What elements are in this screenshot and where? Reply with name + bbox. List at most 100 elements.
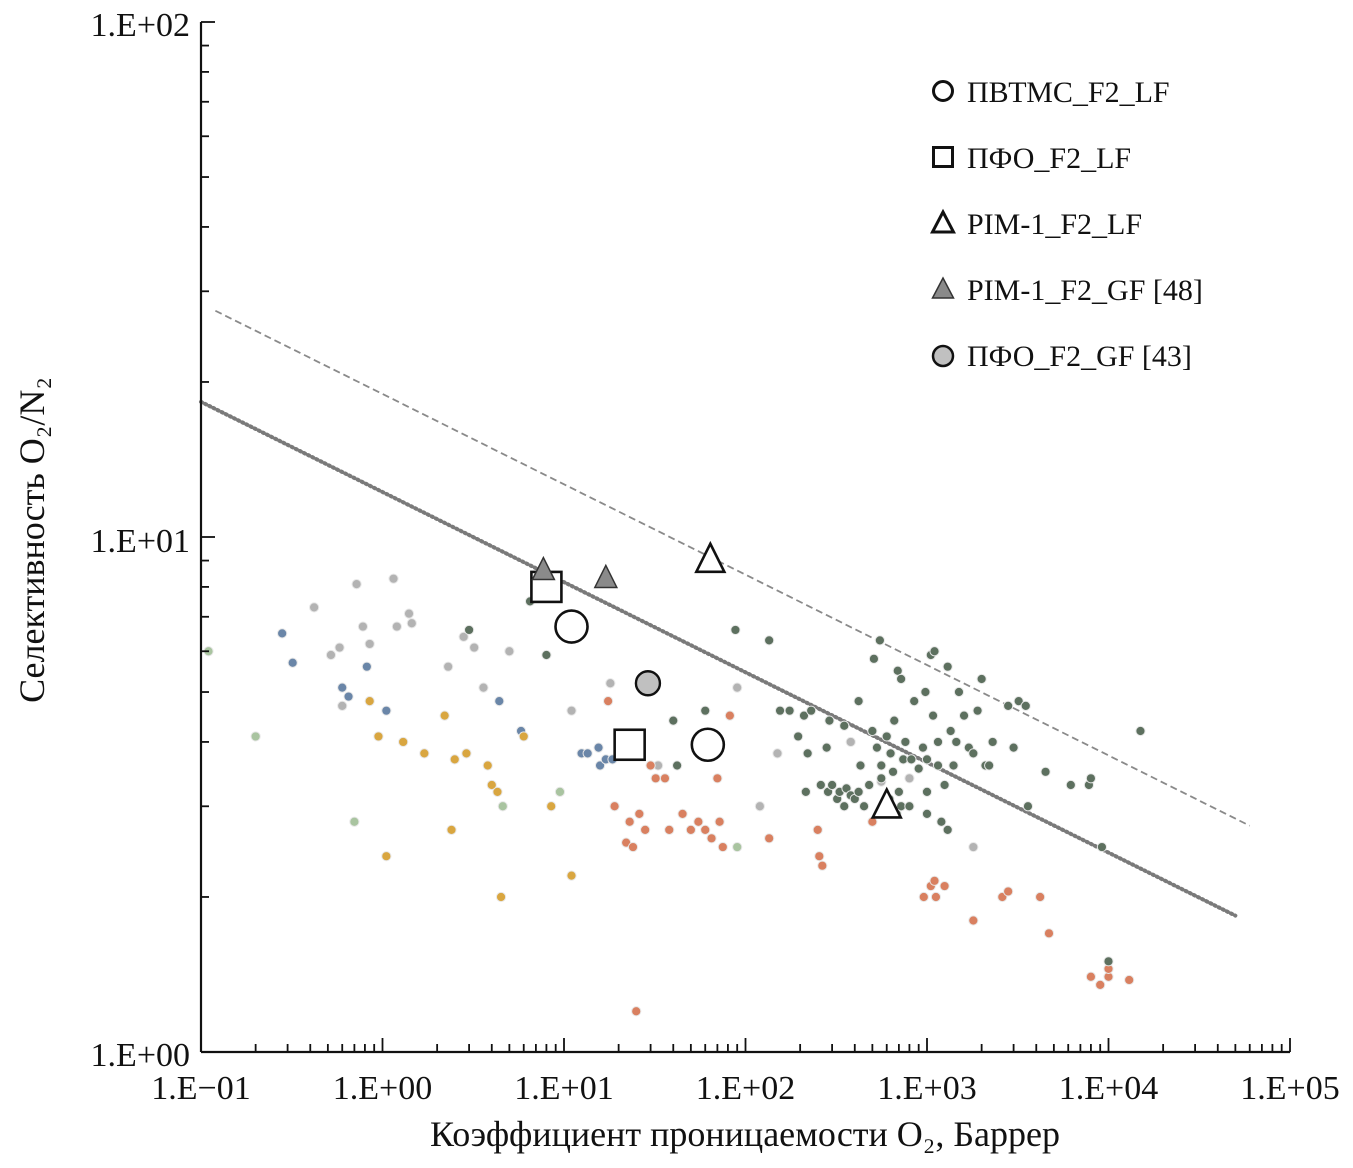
data-point-grey xyxy=(403,608,415,619)
data-point-orange-red xyxy=(700,824,711,835)
data-point-orange-red xyxy=(627,841,639,853)
data-point-dark-green xyxy=(541,649,552,661)
data-point-dark-green xyxy=(893,786,904,797)
data-point-dark-green xyxy=(764,635,775,646)
data-point-dark-green xyxy=(887,766,899,777)
data-point-orange-red xyxy=(706,833,717,844)
data-point-dark-green xyxy=(784,705,795,716)
data-point-orange-red xyxy=(1043,928,1055,939)
data-point-grey xyxy=(443,661,454,672)
data-point-orange-yellow xyxy=(446,824,457,835)
marker-circle-open xyxy=(690,727,726,763)
data-point-dark-green xyxy=(889,715,900,726)
data-point-dark-green xyxy=(839,801,850,812)
data-point-grey xyxy=(337,700,348,711)
legend-label: PIM-1_F2_LF xyxy=(967,208,1142,241)
data-point-dark-green xyxy=(871,742,883,753)
data-point-orange-yellow xyxy=(449,754,460,765)
data-point-grey xyxy=(566,705,577,716)
data-point-dark-green xyxy=(1096,841,1108,853)
data-point-orange-red xyxy=(1095,979,1106,990)
legend-label: PIM-1_F2_GF [48] xyxy=(967,274,1203,307)
data-point-dark-green xyxy=(824,715,835,726)
membrane-data-points xyxy=(530,540,903,819)
data-point-blue xyxy=(343,691,354,702)
data-point-orange-red xyxy=(664,824,675,835)
data-point-dark-green xyxy=(942,661,953,672)
data-point-blue xyxy=(337,682,348,693)
upper-bound-dashed-line xyxy=(214,309,1251,827)
data-point-dark-green xyxy=(1065,779,1076,791)
data-point-dark-green xyxy=(932,760,944,771)
data-point-orange-red xyxy=(814,851,825,862)
data-point-dark-green xyxy=(800,786,811,797)
data-point-orange-red xyxy=(812,824,823,835)
marker-circle-open xyxy=(554,609,589,644)
data-point-grey xyxy=(309,602,320,613)
data-point-grey xyxy=(391,621,402,632)
data-point-orange-red xyxy=(609,801,620,812)
data-point-orange-red xyxy=(918,891,929,903)
marker-triangle-gray xyxy=(593,563,619,589)
data-point-orange-red xyxy=(1035,891,1046,903)
data-point-orange-yellow xyxy=(439,710,450,721)
x-tick-label: 1.E−01 xyxy=(151,1070,250,1107)
data-point-dark-green xyxy=(793,731,804,742)
data-point-dark-green xyxy=(868,653,880,664)
data-point-dark-green xyxy=(951,736,962,748)
data-point-dark-green xyxy=(984,760,995,771)
data-point-dark-green xyxy=(1013,696,1024,707)
data-point-dark-green xyxy=(927,710,939,721)
data-point-dark-green xyxy=(855,760,866,771)
data-point-dark-green xyxy=(929,646,940,657)
marker-triangle-open xyxy=(694,540,727,574)
data-point-dark-green xyxy=(853,696,864,707)
data-point-dark-green xyxy=(958,710,970,721)
data-point-dark-green xyxy=(802,748,813,759)
data-point-grey xyxy=(351,579,362,590)
data-point-dark-green xyxy=(913,763,924,774)
data-point-blue xyxy=(277,628,288,639)
data-point-orange-yellow xyxy=(546,801,557,812)
upper-bound-lines xyxy=(199,309,1251,918)
data-point-dark-green xyxy=(874,635,885,646)
data-point-dark-green xyxy=(896,673,907,685)
data-point-orange-red xyxy=(717,841,728,853)
legend-marker-circle-gray xyxy=(931,344,955,368)
data-point-dark-green xyxy=(672,760,683,771)
data-point-orange-red xyxy=(677,808,688,819)
axis-ticks xyxy=(200,21,1291,1053)
data-point-dark-green xyxy=(1022,801,1034,812)
data-point-dark-green xyxy=(987,736,998,748)
data-point-orange-red xyxy=(724,710,735,721)
data-point-dark-green xyxy=(1003,700,1014,711)
data-point-orange-red xyxy=(764,833,775,844)
data-point-grey xyxy=(334,642,345,653)
data-point-light-green xyxy=(250,731,261,742)
legend-label: ПФО_F2_GF [43] xyxy=(967,340,1192,373)
data-point-orange-yellow xyxy=(381,851,392,862)
data-point-dark-green xyxy=(853,786,864,797)
data-point-dark-green xyxy=(881,731,892,742)
data-point-grey xyxy=(968,841,979,853)
data-point-orange-red xyxy=(650,773,661,784)
data-point-dark-green xyxy=(839,720,850,731)
data-point-dark-green xyxy=(876,760,887,771)
data-point-orange-red xyxy=(939,880,950,892)
data-point-blue xyxy=(594,760,606,771)
data-point-orange-red xyxy=(634,808,645,819)
x-axis-title: Коэффициент проницаемости O₂, Баррер xyxy=(430,1114,1060,1154)
data-point-dark-green xyxy=(826,779,838,791)
data-point-orange-yellow xyxy=(566,870,577,881)
data-point-grey xyxy=(845,736,856,748)
data-point-dark-green xyxy=(806,705,817,716)
data-point-dark-green xyxy=(904,801,915,812)
y-tick-label: 1.E+01 xyxy=(91,523,190,560)
data-point-dark-green xyxy=(798,710,810,721)
legend-label: ПФО_F2_LF xyxy=(967,142,1131,175)
data-point-grey xyxy=(605,678,616,689)
legend-marker-circle-open xyxy=(932,80,954,102)
data-point-orange-yellow xyxy=(398,736,409,748)
data-point-orange-red xyxy=(968,915,979,926)
marker-circle-gray xyxy=(634,670,662,697)
